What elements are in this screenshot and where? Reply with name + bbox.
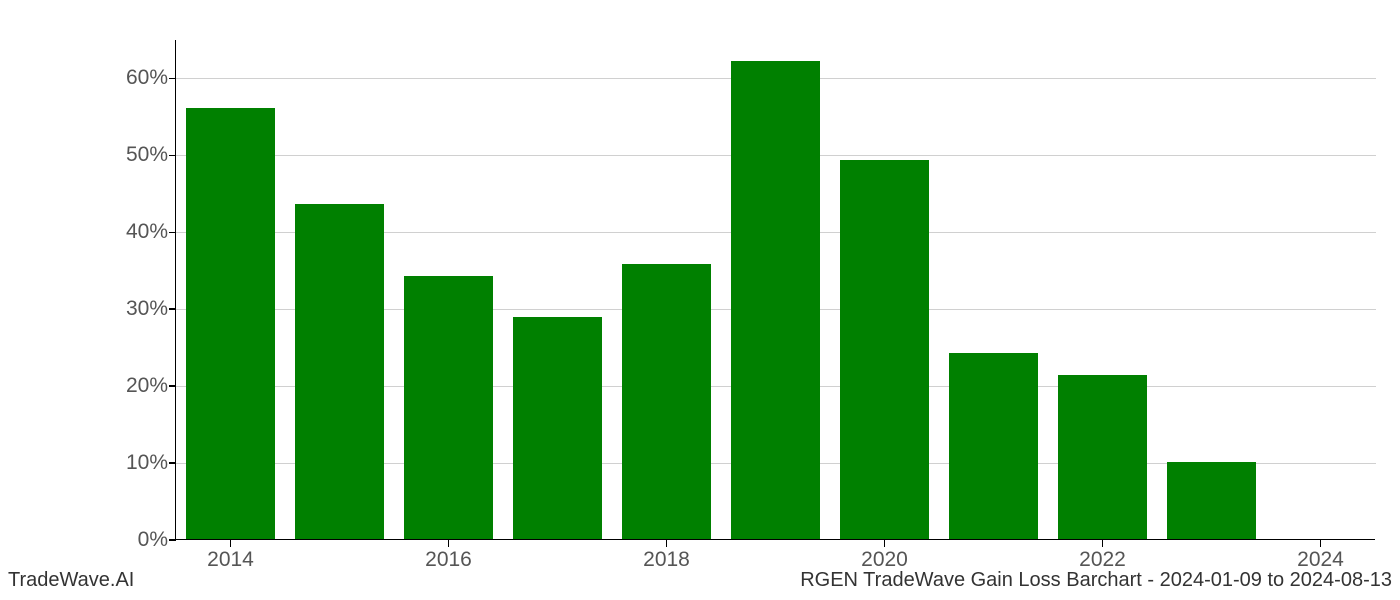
ytick-mark xyxy=(169,385,176,387)
footer-left-text: TradeWave.AI xyxy=(8,569,134,592)
bar xyxy=(731,61,820,539)
ytick-mark xyxy=(169,308,176,310)
xtick-label: 2016 xyxy=(425,548,472,572)
ytick-label: 20% xyxy=(126,374,168,398)
ytick-label: 0% xyxy=(138,528,168,552)
chart-container: 201420162018202020222024 xyxy=(175,40,1375,540)
ytick-mark xyxy=(169,539,176,541)
ytick-mark xyxy=(169,232,176,234)
xtick-mark xyxy=(884,540,886,547)
ytick-mark xyxy=(169,78,176,80)
ytick-label: 40% xyxy=(126,220,168,244)
bar xyxy=(295,204,384,539)
bar xyxy=(1167,462,1256,539)
xtick-mark xyxy=(1320,540,1322,547)
bar xyxy=(949,353,1038,539)
xtick-mark xyxy=(1102,540,1104,547)
ytick-label: 30% xyxy=(126,297,168,321)
xtick-label: 2014 xyxy=(207,548,254,572)
plot-area: 201420162018202020222024 xyxy=(175,40,1375,540)
xtick-mark xyxy=(448,540,450,547)
footer-right-text: RGEN TradeWave Gain Loss Barchart - 2024… xyxy=(800,569,1392,592)
ytick-label: 50% xyxy=(126,143,168,167)
bar xyxy=(840,160,929,539)
xtick-label: 2018 xyxy=(643,548,690,572)
bar xyxy=(186,108,275,539)
bar xyxy=(1058,375,1147,539)
ytick-label: 10% xyxy=(126,451,168,475)
ytick-mark xyxy=(169,462,176,464)
bar xyxy=(513,317,602,539)
bar xyxy=(404,276,493,539)
bar xyxy=(622,264,711,539)
xtick-mark xyxy=(666,540,668,547)
xtick-mark xyxy=(230,540,232,547)
ytick-label: 60% xyxy=(126,66,168,90)
ytick-mark xyxy=(169,155,176,157)
